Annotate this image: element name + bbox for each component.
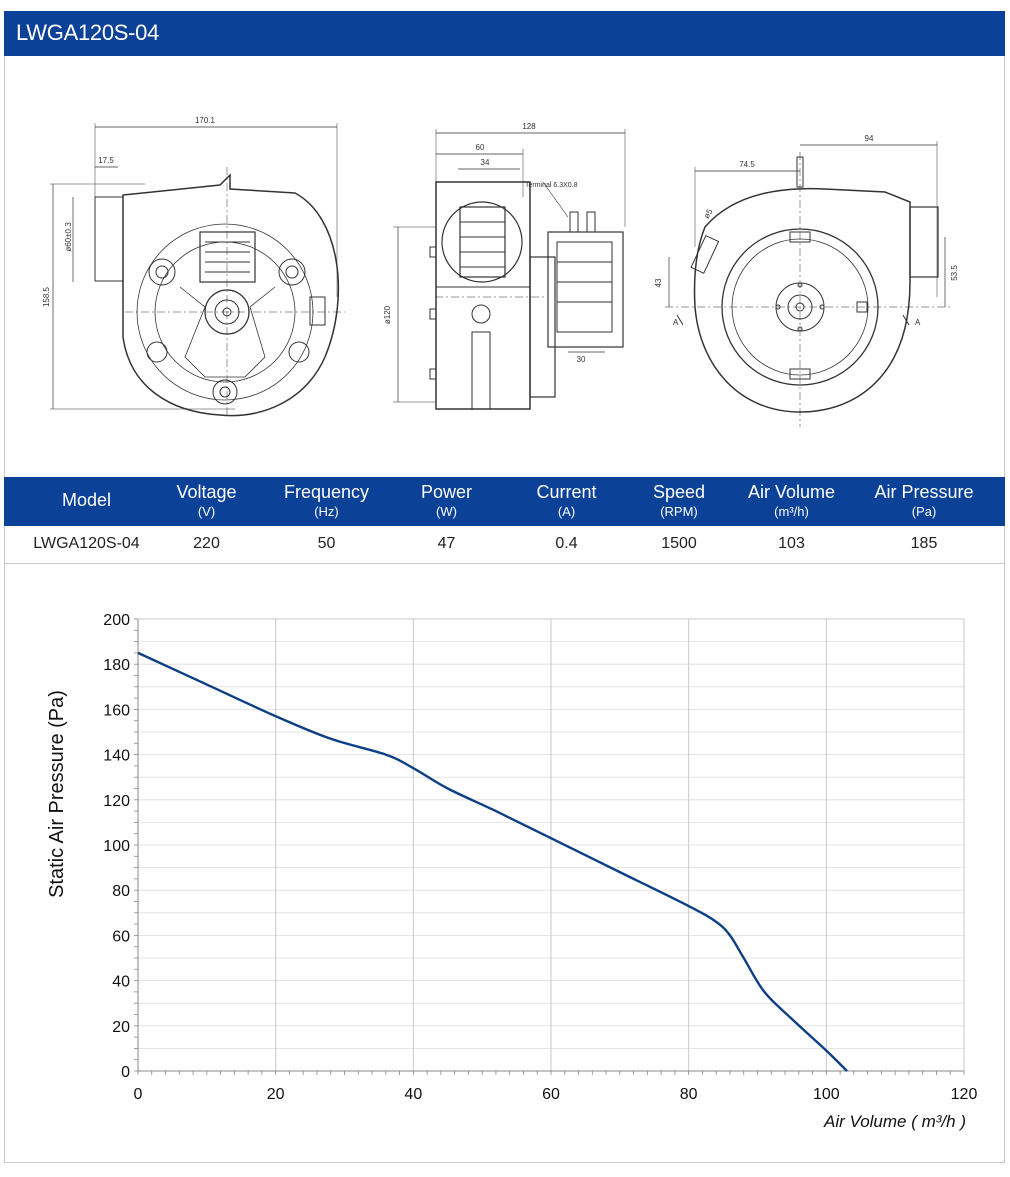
y-tick-label: 60 — [112, 928, 130, 945]
y-tick-label: 200 — [103, 612, 130, 629]
dim-front-height: 158.5 — [42, 286, 51, 307]
spec-header-power: Power (W) — [420, 482, 473, 519]
y-tick-label: 180 — [103, 657, 130, 674]
section-mark-right: A — [915, 318, 921, 327]
side-view-drawing — [393, 129, 626, 410]
dim-side-diameter: ø120 — [383, 305, 392, 324]
y-tick-label: 160 — [103, 702, 130, 719]
spec-header-model: Model — [61, 490, 112, 510]
spec-cell-voltage: 220 — [193, 535, 220, 552]
y-tick-label: 100 — [103, 838, 130, 855]
dim-side-34: 34 — [481, 158, 490, 167]
x-tick-label: 40 — [404, 1086, 422, 1103]
dim-rear-94: 94 — [865, 134, 874, 143]
spec-header-air-pressure: Air Pressure (Pa) — [874, 482, 974, 519]
y-tick-label: 40 — [112, 974, 130, 991]
spec-header-speed: Speed (RPM) — [652, 482, 706, 519]
x-tick-label: 60 — [542, 1086, 560, 1103]
x-tick-label: 80 — [680, 1086, 698, 1103]
chart-series — [137, 651, 848, 1072]
y-axis-label: Static Air Pressure (Pa) — [46, 690, 68, 898]
spec-cell-current: 0.4 — [555, 535, 578, 552]
y-tick-label: 20 — [112, 1019, 130, 1036]
front-view-drawing — [50, 123, 345, 417]
dim-front-inlet-offset: 17.5 — [98, 156, 114, 165]
dim-side-60: 60 — [476, 143, 485, 152]
section-mark-left: A — [673, 318, 679, 327]
dim-front-inlet-diameter: ø60±0.3 — [64, 222, 73, 252]
spec-cell-speed: 1500 — [661, 535, 697, 552]
dim-rear-43: 43 — [654, 278, 663, 287]
y-tick-label: 120 — [103, 793, 130, 810]
performance-chart: 0 20 40 60 80 100 120 140 160 180 200 0 20 40 60 80 100 1… — [46, 612, 977, 1131]
spec-cell-frequency: 50 — [317, 535, 336, 552]
title-bar: LWGA120S-04 — [4, 11, 1005, 56]
y-tick-label: 80 — [112, 883, 130, 900]
x-tick-label: 0 — [134, 1086, 143, 1103]
terminal-note: Terminal 6.3X0.8 — [525, 182, 578, 189]
x-axis-label: Air Volume ( m³/h ) — [823, 1112, 966, 1131]
x-tick-label: 120 — [951, 1086, 978, 1103]
y-tick-label: 0 — [121, 1064, 130, 1081]
dim-side-30: 30 — [577, 355, 586, 364]
spec-header-air-volume: Air Volume (m³/h) — [747, 482, 836, 519]
dim-rear-74-5: 74.5 — [739, 160, 755, 169]
x-tick-label: 100 — [813, 1086, 840, 1103]
spec-cell-air-pressure: 185 — [910, 535, 938, 552]
page-title: LWGA120S-04 — [16, 20, 160, 45]
chart-grid — [137, 618, 965, 1072]
spec-cell-air-volume: 103 — [778, 535, 805, 552]
dim-rear-53-5: 53.5 — [950, 265, 959, 281]
chart-axes: 0 20 40 60 80 100 120 140 160 180 200 0 20 40 60 80 100 1… — [103, 612, 977, 1103]
technical-drawings: 170.1 17.5 ø60±0.3 158.5 128 60 34 ø120 … — [42, 116, 959, 427]
spec-header-voltage: Voltage (V) — [176, 482, 237, 519]
spec-header-frequency: Frequency (Hz) — [283, 482, 370, 519]
spec-table-header: Model Voltage (V) Frequency (Hz) Power (W) … — [4, 477, 1005, 526]
spec-header-current: Current (A) — [536, 482, 597, 519]
x-tick-label: 20 — [267, 1086, 285, 1103]
pressure-curve-line — [137, 651, 848, 1072]
y-tick-label: 140 — [103, 748, 130, 765]
rear-view-drawing — [665, 141, 950, 427]
spec-table-row: LWGA120S-04 220 50 47 0.4 1500 103 185 — [4, 526, 1005, 564]
dim-side-width: 128 — [522, 122, 536, 131]
dim-front-width: 170.1 — [195, 116, 216, 125]
spec-cell-power: 47 — [437, 535, 456, 552]
spec-cell-model: LWGA120S-04 — [33, 535, 140, 552]
